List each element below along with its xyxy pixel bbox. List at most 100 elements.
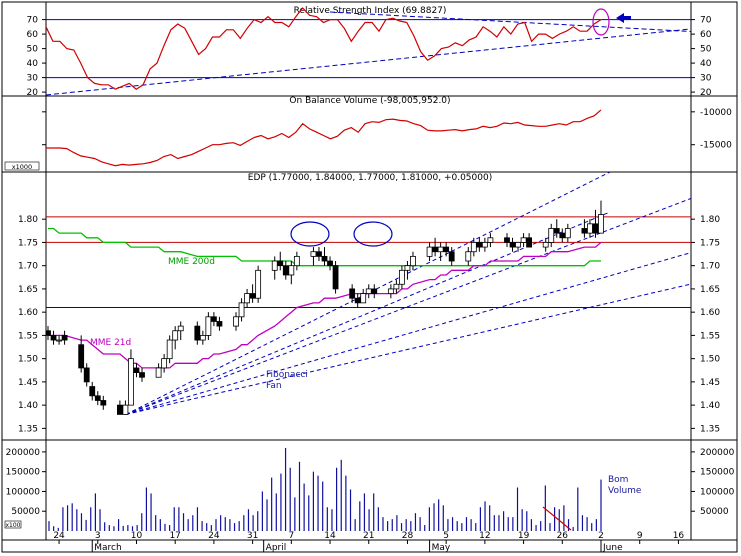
rsi-tick-label: 70 (27, 16, 39, 26)
candle-body (172, 330, 179, 341)
candle-body (504, 237, 510, 243)
rsi-tick-label-right: 20 (700, 88, 712, 98)
bom-label: Bom (608, 475, 628, 485)
candle-body (50, 335, 57, 341)
candle-body (199, 335, 206, 341)
rsi-trendline-lower (46, 28, 691, 96)
fan-label: Fan (266, 381, 282, 391)
x-tick-label: 24 (208, 531, 220, 541)
month-label: April (266, 543, 287, 553)
candle-body (481, 242, 488, 248)
top-ellipse-2 (353, 221, 393, 247)
price-tick-label: 1.75 (18, 238, 38, 248)
rsi-ticks: 70 70 60 60 50 50 40 40 30 30 20 20 (27, 16, 712, 98)
candle-body (559, 232, 566, 239)
candle-body (244, 293, 250, 304)
candle-body (233, 316, 239, 327)
candle-body (371, 288, 378, 294)
candle-body (277, 260, 284, 267)
candle-body (46, 330, 51, 336)
price-tick-label: 1.35 (18, 424, 38, 434)
candle-body (327, 260, 333, 267)
month-label: June (602, 543, 623, 553)
mme200-label: MME 200d (168, 257, 215, 267)
candle-body (89, 386, 96, 397)
candle-body (316, 251, 322, 257)
candle-body (210, 316, 217, 322)
candle-body (448, 251, 455, 262)
candle-body (520, 237, 527, 243)
volume-label: Volume (608, 486, 642, 496)
candle-body (116, 404, 123, 415)
price-tick-label-right: 1.40 (700, 401, 720, 411)
candle-body (387, 288, 394, 294)
rsi-arrow-icon (616, 13, 631, 23)
x-tick-label: 19 (518, 531, 530, 541)
candle-body (194, 325, 201, 341)
candle-body (399, 269, 405, 285)
volume-tick-label-right: 50000 (700, 507, 729, 517)
price-tick-label-right: 1.50 (700, 355, 720, 365)
month-label: May (432, 543, 451, 553)
price-tick-label: 1.55 (18, 331, 38, 341)
candle-body (487, 237, 494, 243)
mme200-line (48, 227, 601, 267)
x-tick-label: 24 (53, 531, 65, 541)
obv-line (46, 109, 602, 167)
month-label: March (94, 543, 121, 553)
candle-body (271, 260, 278, 271)
candle-body (592, 223, 599, 234)
price-tick-label: 1.70 (18, 262, 38, 272)
x-tick-label: 28 (402, 531, 414, 541)
candle-body (465, 251, 472, 262)
candle-body (133, 367, 140, 373)
candlesticks (46, 200, 604, 415)
x-tick-label: 10 (131, 531, 143, 541)
fan-line (125, 283, 691, 415)
volume-bars (48, 447, 602, 531)
price-tick-label-right: 1.45 (700, 378, 720, 388)
fan-line (125, 252, 691, 415)
obv-multiplier-label: x1000 (12, 163, 32, 171)
price-tick-label-right: 1.70 (700, 262, 720, 272)
price-tick-label-right: 1.60 (700, 308, 720, 318)
candle-body (470, 242, 477, 253)
candle-body (255, 269, 262, 299)
top-ellipse-1 (290, 221, 330, 247)
candle-body (365, 288, 372, 294)
price-tick-label-right: 1.80 (700, 215, 720, 225)
candle-body (526, 237, 533, 248)
x-tick-label: 12 (479, 531, 490, 541)
volume-tick-label-right: 200000 (700, 448, 735, 458)
price-tick-label-right: 1.55 (700, 331, 720, 341)
price-tick-label: 1.60 (18, 308, 38, 318)
fan-line (125, 172, 611, 415)
candle-body (78, 344, 85, 369)
price-title: EDP (1.77000, 1.84000, 1.77000, 1.81000,… (248, 173, 492, 183)
candle-body (404, 265, 411, 271)
candle-body (310, 251, 317, 257)
volume-trendline (542, 506, 572, 531)
candle-body (139, 372, 145, 378)
candle-body (332, 265, 339, 290)
mme21-label: MME 21d (90, 338, 131, 348)
price-tick-label: 1.80 (18, 215, 38, 225)
candle-body (122, 404, 129, 415)
candle-body (321, 255, 328, 262)
price-tick-label-right: 1.75 (700, 238, 720, 248)
rsi-tick-label: 50 (27, 45, 39, 55)
rsi-tick-label: 20 (27, 88, 39, 98)
rsi-tick-label: 40 (27, 59, 39, 69)
candle-body (128, 358, 134, 406)
x-tick-label: 5 (443, 531, 449, 541)
rsi-tick-label-right: 70 (700, 16, 712, 26)
candle-body (56, 339, 62, 342)
candle-body (288, 265, 295, 276)
candle-body (437, 246, 444, 253)
candle-body (205, 316, 212, 336)
x-tick-label: 21 (363, 531, 374, 541)
x-tick-label: 3 (95, 531, 101, 541)
candle-body (83, 367, 90, 383)
